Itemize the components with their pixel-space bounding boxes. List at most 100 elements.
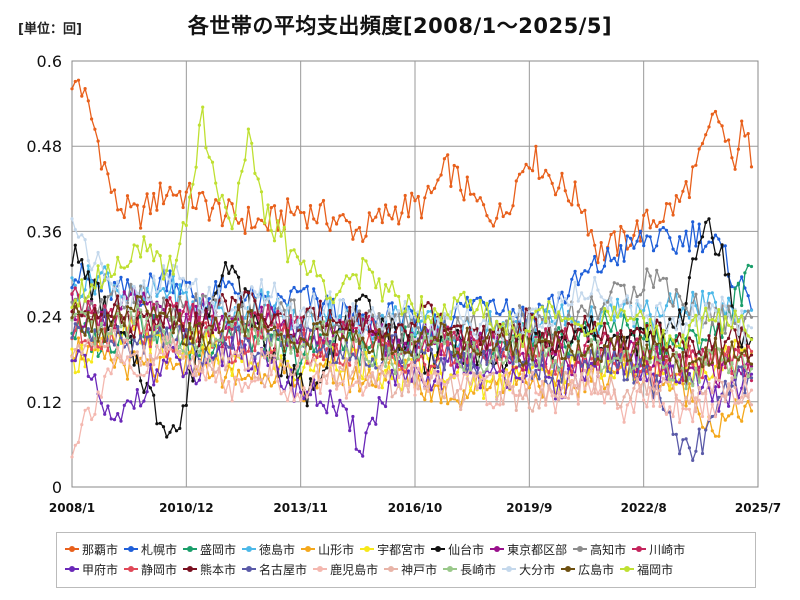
data-point: [436, 372, 440, 376]
data-point: [681, 403, 685, 407]
data-point: [76, 370, 81, 374]
data-point: [142, 341, 146, 345]
data-point: [86, 270, 90, 274]
data-point: [638, 358, 643, 362]
data-point: [491, 355, 495, 359]
data-point: [740, 119, 744, 123]
data-point: [348, 363, 352, 367]
data-point: [426, 184, 430, 188]
data-point: [370, 373, 375, 378]
chart-title: 各世帯の平均支出頻度[2008/1～2025/5]: [187, 14, 613, 38]
data-point: [563, 316, 567, 320]
data-point: [684, 407, 688, 411]
data-point: [612, 318, 616, 323]
data-point: [681, 333, 685, 337]
data-point: [240, 320, 244, 324]
data-point: [596, 288, 600, 292]
data-point: [384, 353, 388, 358]
data-point: [351, 337, 355, 342]
data-point: [299, 390, 303, 394]
data-point: [472, 391, 476, 395]
data-point: [272, 313, 277, 317]
data-point: [86, 264, 90, 268]
data-point: [256, 376, 260, 380]
data-point: [335, 368, 339, 372]
data-point: [125, 399, 130, 403]
data-point: [223, 214, 228, 218]
data-point: [184, 327, 188, 332]
data-point: [246, 366, 250, 370]
data-point: [612, 388, 616, 392]
data-point: [178, 358, 182, 362]
data-point: [165, 315, 169, 319]
data-point: [83, 87, 87, 91]
data-point: [259, 278, 264, 282]
data-point: [129, 205, 133, 209]
data-point: [452, 324, 456, 328]
data-point: [537, 366, 541, 370]
data-point: [344, 407, 348, 411]
data-point: [429, 342, 433, 346]
data-point: [475, 387, 479, 391]
data-point: [700, 141, 705, 146]
data-point: [315, 386, 319, 390]
data-point: [668, 377, 672, 381]
data-point: [475, 363, 479, 367]
data-point: [622, 420, 626, 424]
data-point: [70, 300, 74, 304]
data-point: [681, 189, 685, 193]
data-point: [276, 328, 280, 333]
data-point: [563, 297, 567, 301]
data-point: [452, 315, 456, 319]
data-point: [717, 434, 721, 438]
data-point: [615, 365, 620, 369]
data-point: [674, 396, 678, 400]
data-point: [514, 334, 518, 338]
data-point: [557, 390, 561, 394]
data-point: [642, 331, 646, 335]
data-point: [478, 371, 482, 375]
data-point: [357, 309, 362, 313]
data-point: [534, 391, 538, 395]
data-point: [335, 293, 339, 297]
data-point: [367, 364, 371, 368]
data-point: [243, 381, 247, 385]
data-point: [119, 419, 123, 423]
data-point: [465, 376, 469, 381]
data-point: [161, 307, 166, 312]
series-group: [70, 78, 754, 462]
data-point: [380, 338, 384, 342]
data-point: [661, 407, 665, 411]
data-point: [560, 290, 564, 294]
data-point: [90, 360, 94, 364]
data-point: [367, 346, 371, 350]
data-point: [410, 302, 414, 306]
data-point: [593, 243, 597, 247]
data-point: [455, 389, 460, 393]
data-point: [341, 379, 345, 383]
data-point: [472, 298, 476, 303]
data-point: [455, 370, 460, 374]
data-point: [93, 313, 97, 317]
data-point: [743, 376, 747, 381]
data-point: [681, 306, 685, 310]
data-point: [96, 310, 100, 314]
data-point: [727, 272, 731, 276]
data-point: [531, 362, 535, 367]
data-point: [237, 303, 241, 307]
data-point: [188, 321, 192, 325]
data-point: [531, 169, 535, 173]
legend-label: 盛岡市: [200, 542, 237, 557]
data-point: [76, 336, 81, 340]
legend-item: 宇都宮市: [360, 539, 425, 559]
legend-item: 大分市: [502, 559, 555, 579]
data-point: [612, 333, 616, 337]
data-point: [387, 361, 391, 365]
data-point: [331, 363, 335, 367]
data-point: [295, 353, 299, 358]
data-point: [599, 341, 603, 345]
data-point: [661, 226, 665, 230]
data-point: [230, 346, 234, 350]
data-point: [488, 219, 492, 223]
data-point: [370, 364, 375, 368]
